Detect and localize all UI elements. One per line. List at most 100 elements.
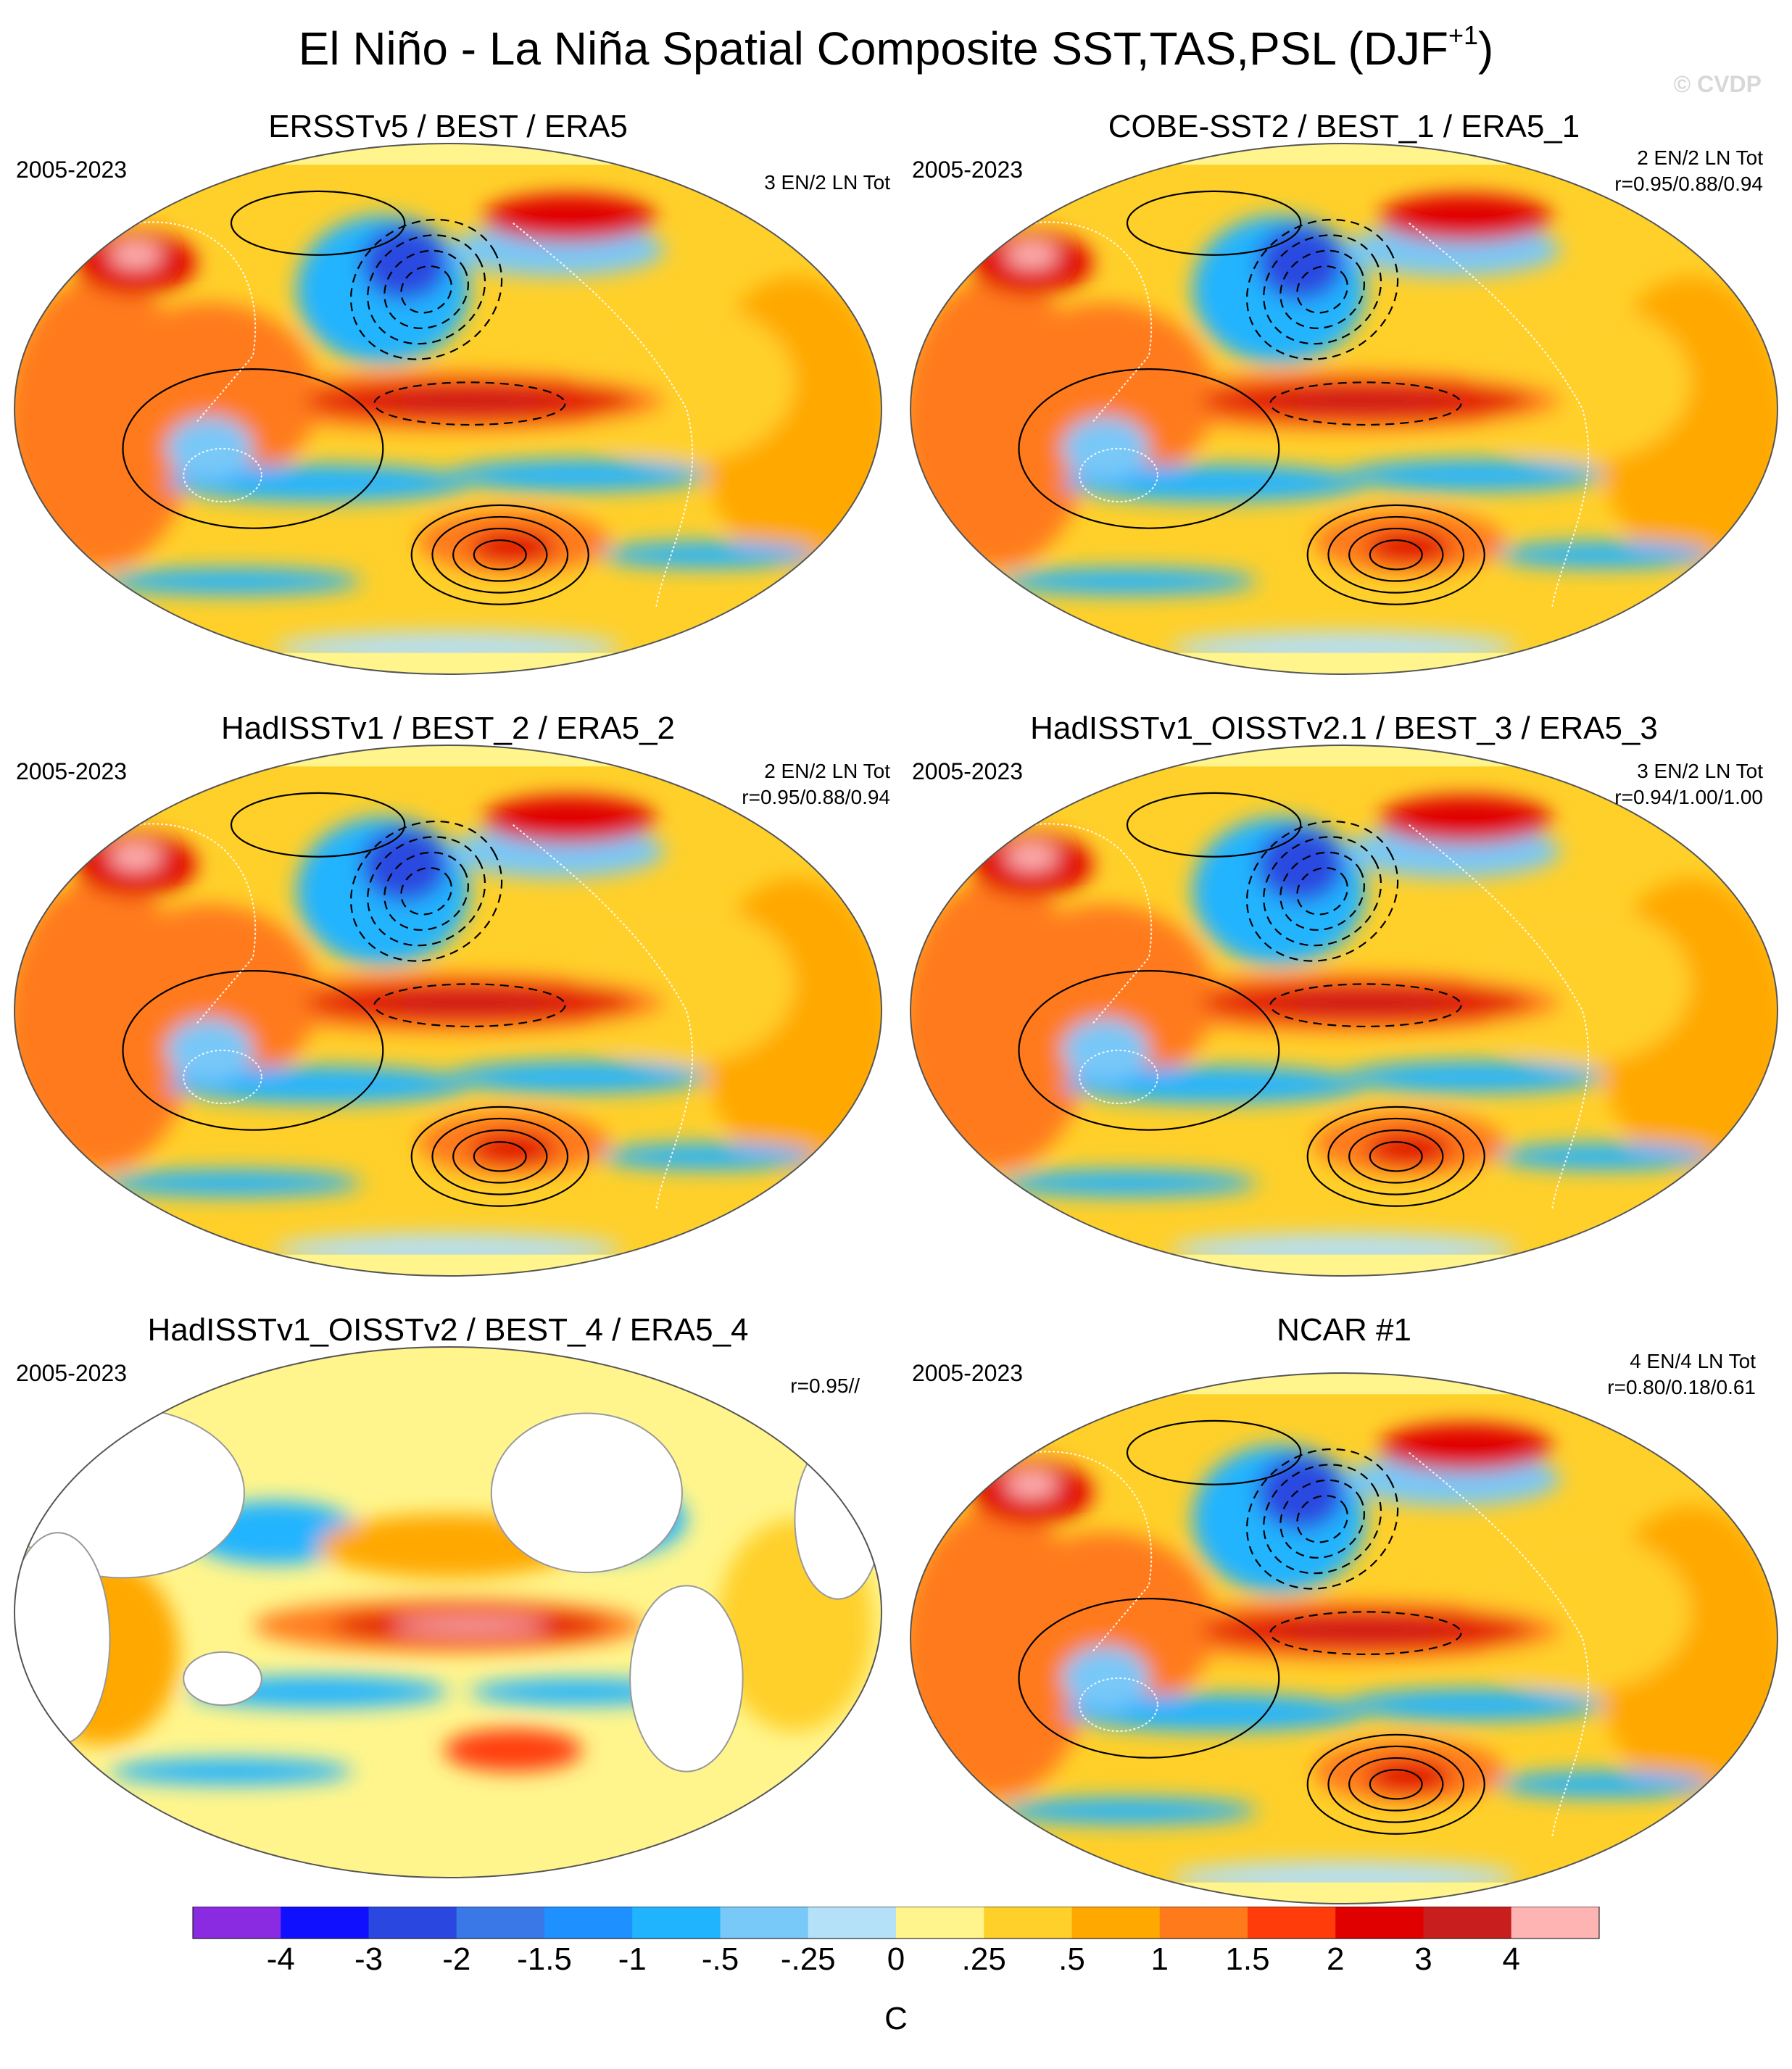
colorbar-tick-label: 1.5 xyxy=(1225,1941,1270,1977)
psl-contour-positive xyxy=(1306,1106,1485,1207)
anomaly-region xyxy=(1005,843,1058,871)
colorbar-swatch xyxy=(808,1907,897,1939)
polar-cap xyxy=(910,1882,1778,1904)
colorbar-swatch xyxy=(984,1907,1072,1939)
anomaly-region xyxy=(101,904,318,1090)
coastline-americas xyxy=(1409,1452,1590,1838)
psl-contour-positive xyxy=(1327,1745,1465,1823)
panel-years: 2005-2023 xyxy=(912,758,1024,784)
polar-cap xyxy=(14,144,882,165)
coastline-australia xyxy=(183,447,262,503)
psl-contour-negative xyxy=(349,820,503,962)
coastlines xyxy=(49,221,694,608)
anomaly-region xyxy=(1270,995,1461,1011)
colorbar xyxy=(192,1907,1600,1939)
colorbar-tick-label: -4 xyxy=(266,1941,295,1977)
psl-contour-positive xyxy=(1327,1117,1465,1195)
anomaly-region xyxy=(1062,1646,1149,1710)
anomaly-region xyxy=(1257,225,1344,300)
continent xyxy=(629,1585,744,1772)
psl-contour-negative xyxy=(1245,820,1399,962)
anomaly-region xyxy=(1257,1455,1344,1530)
panel-title: NCAR #1 xyxy=(1277,1312,1411,1348)
anomaly-region xyxy=(600,1143,817,1170)
polar-cap xyxy=(14,1856,882,1878)
colorbar-swatch xyxy=(896,1907,984,1939)
psl-contour-positive xyxy=(1369,1141,1423,1172)
polar-cap xyxy=(14,1347,882,1369)
figure-title-superscript: +1 xyxy=(1448,20,1479,50)
anomaly-region xyxy=(997,1532,1214,1718)
psl-contour-positive xyxy=(452,1129,548,1184)
panel-stat-line: 2 EN/2 LN Tot xyxy=(764,760,890,782)
map-border xyxy=(910,745,1778,1277)
colorbar-tick-label: 1 xyxy=(1150,1941,1169,1977)
psl-contour-positive xyxy=(1018,368,1280,529)
colorbar-tick-label: -.25 xyxy=(780,1941,836,1977)
anomaly-region xyxy=(1062,1693,1366,1732)
polar-cap xyxy=(14,1254,882,1276)
psl-contour-positive xyxy=(410,1106,589,1207)
colorbar-tick-label: 4 xyxy=(1502,1941,1520,1977)
panel-title: HadISSTv1_OISSTv2.1 / BEST_3 / ERA5_3 xyxy=(1030,710,1658,746)
anomaly-region xyxy=(997,302,1214,489)
map-panel: HadISSTv1_OISSTv2.1 / BEST_3 / ERA5_3 200… xyxy=(896,710,1792,1312)
coastline-asia xyxy=(49,823,257,1024)
anomaly-region xyxy=(997,1797,1258,1825)
anomaly-region xyxy=(1474,904,1691,1064)
colorbar-swatch xyxy=(281,1907,369,1939)
colorbar-tick-label: -1 xyxy=(618,1941,647,1977)
panel-stats: 4 EN/4 LN Tot r=0.80/0.18/0.61 xyxy=(1607,1348,1756,1401)
anomaly-region xyxy=(1344,459,1604,492)
anomaly-region xyxy=(1062,416,1149,481)
cvdp-watermark: © CVDP xyxy=(1673,71,1762,97)
panel-stats: 2 EN/2 LN Tot r=0.95/0.88/0.94 xyxy=(742,758,890,810)
psl-contour-positive xyxy=(1327,515,1465,594)
panel-title: HadISSTv1_OISSTv2 / BEST_4 / ERA5_4 xyxy=(147,1312,749,1348)
anomaly-region xyxy=(361,225,448,300)
anomaly-region xyxy=(1344,1061,1604,1093)
psl-contour-positive xyxy=(473,1141,527,1172)
psl-contour-negative xyxy=(367,836,486,947)
map-panel: HadISSTv1 / BEST_2 / ERA5_2 2005-2023 2 EN… xyxy=(0,710,896,1312)
psl-contour-positive xyxy=(122,969,384,1131)
anomaly-region xyxy=(1005,241,1058,269)
anomaly-region xyxy=(1496,542,1713,568)
anomaly-region xyxy=(101,568,362,595)
map-plot xyxy=(14,143,882,675)
coastline-americas xyxy=(513,824,694,1210)
anomaly-region xyxy=(1062,464,1366,502)
map-border xyxy=(910,143,1778,675)
anomaly-region xyxy=(469,531,557,563)
psl-contour-positive xyxy=(1306,504,1485,605)
anomaly-region xyxy=(578,302,795,463)
psl-contours xyxy=(122,792,589,1207)
polar-cap xyxy=(910,652,1778,674)
anomaly-region xyxy=(448,1061,708,1093)
psl-contour-negative xyxy=(400,867,452,916)
psl-contour-negative xyxy=(383,249,469,329)
figure-title-text: El Niño - La Niña Spatial Composite SST,… xyxy=(298,22,1448,75)
anomaly-region xyxy=(1344,1688,1604,1721)
psl-contour-positive xyxy=(1018,1597,1280,1759)
figure-title-close: ) xyxy=(1478,22,1494,75)
anomaly-region xyxy=(1365,1132,1453,1165)
anomaly-region xyxy=(101,1169,362,1197)
colorbar-unit: C xyxy=(884,2001,908,2036)
panel-stat-line: 4 EN/4 LN Tot xyxy=(1630,1350,1756,1372)
psl-contour-negative xyxy=(1263,1464,1382,1575)
anomaly-region xyxy=(1005,1471,1058,1498)
map-panel: COBE-SST2 / BEST_1 / ERA5_1 2005-2023 2 EN… xyxy=(896,109,1792,710)
map-panel: NCAR #1 2005-2023 4 EN/4 LN Tot r=0.80/0.18… xyxy=(896,1312,1792,1914)
panel-stat-line: 3 EN/2 LN Tot xyxy=(764,171,890,194)
coastlines xyxy=(945,823,1590,1210)
psl-contour-negative xyxy=(1296,1495,1348,1543)
psl-contour-positive xyxy=(1126,792,1302,858)
continent xyxy=(183,1651,262,1707)
anomaly-region xyxy=(444,1729,583,1772)
psl-contours xyxy=(122,190,589,605)
psl-contour-negative xyxy=(1263,836,1382,947)
coastline-asia xyxy=(945,823,1153,1024)
panel-stats: 3 EN/2 LN Tot r=0.94/1.00/1.00 xyxy=(1614,758,1763,810)
figure-title: El Niño - La Niña Spatial Composite SST,… xyxy=(0,20,1792,75)
